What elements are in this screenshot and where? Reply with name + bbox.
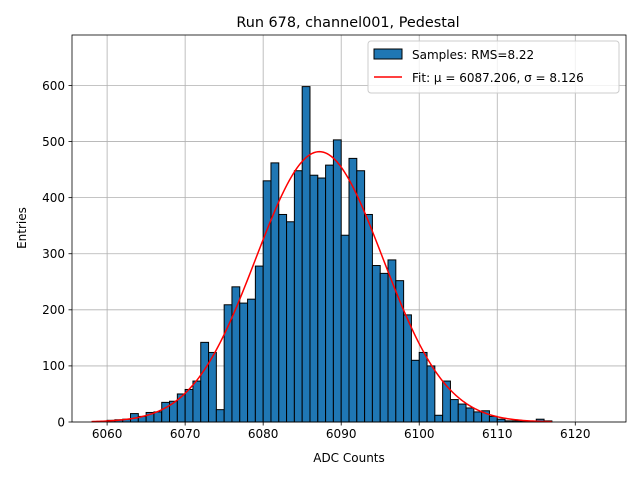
- y-tick-label: 0: [57, 415, 65, 429]
- histogram-bar: [457, 403, 467, 423]
- y-tick-label: 600: [42, 79, 65, 93]
- histogram-bar: [340, 234, 350, 423]
- histogram-bar: [348, 157, 358, 423]
- x-tick-label: 6060: [92, 427, 123, 441]
- y-tick-label: 400: [42, 191, 65, 205]
- histogram-bar: [278, 213, 288, 423]
- histogram-bar: [286, 221, 295, 423]
- histogram-bar: [379, 272, 389, 423]
- histogram-bar: [215, 409, 225, 423]
- histogram-bar: [184, 388, 194, 423]
- histogram-bar: [488, 415, 498, 423]
- legend-box: [367, 40, 620, 94]
- histogram-bar: [293, 170, 303, 423]
- histogram-bar: [496, 418, 506, 423]
- histogram-bar: [254, 265, 264, 423]
- y-tick-label: 300: [42, 247, 65, 261]
- histogram-bar: [442, 380, 451, 423]
- x-tick-label: 6110: [482, 427, 513, 441]
- histogram-bar: [449, 399, 459, 423]
- fit-curve: [91, 150, 552, 423]
- histogram-bar: [247, 298, 256, 423]
- histogram-bar: [200, 341, 210, 423]
- legend-fit-label: Fit: μ = 6087.206, σ = 8.126: [412, 71, 584, 85]
- histogram-bar: [332, 139, 342, 423]
- y-axis-label: Entries: [15, 207, 29, 249]
- histogram-bar: [465, 407, 475, 423]
- x-tick-label: 6090: [326, 427, 357, 441]
- histogram-bar: [410, 359, 420, 423]
- histogram-bar: [371, 265, 381, 423]
- histogram-bar: [317, 177, 327, 423]
- histogram-bar: [426, 365, 436, 423]
- x-tick-label: 6120: [560, 427, 591, 441]
- histogram-bar: [364, 213, 373, 423]
- y-tick-label: 500: [42, 135, 65, 149]
- histogram-bar: [262, 180, 272, 423]
- legend: Samples: RMS=8.22 Fit: μ = 6087.206, σ =…: [367, 40, 620, 94]
- histogram-bars: [106, 86, 553, 423]
- x-tick-label: 6100: [404, 427, 435, 441]
- legend-histogram-swatch: [373, 48, 403, 60]
- histogram-bar: [153, 411, 163, 423]
- histogram-bar: [270, 162, 280, 423]
- histogram-bar: [434, 414, 444, 423]
- legend-histogram-label: Samples: RMS=8.22: [412, 48, 534, 62]
- axis-ticks: 6060 6070 6080 6090 6100 6110 6120 0 100 200 300 40…: [42, 79, 590, 441]
- histogram-bar: [301, 86, 311, 423]
- plot-frame: [71, 34, 627, 423]
- chart-title: Run 678, channel001, Pedestal: [236, 15, 459, 31]
- histogram-bar: [192, 380, 202, 423]
- histogram-bar: [325, 164, 334, 423]
- histogram-bar: [403, 314, 412, 423]
- x-axis-label: ADC Counts: [313, 451, 385, 465]
- histogram-bar: [208, 351, 217, 423]
- histogram-bar: [239, 302, 249, 423]
- histogram-bar: [223, 304, 233, 423]
- histogram-bar: [387, 259, 397, 423]
- histogram-bar: [418, 351, 428, 423]
- histogram-bar: [473, 411, 483, 423]
- y-tick-label: 100: [42, 359, 65, 373]
- x-tick-label: 6080: [248, 427, 279, 441]
- y-tick-label: 200: [42, 303, 65, 317]
- histogram-bar: [309, 174, 319, 423]
- x-tick-label: 6070: [170, 427, 201, 441]
